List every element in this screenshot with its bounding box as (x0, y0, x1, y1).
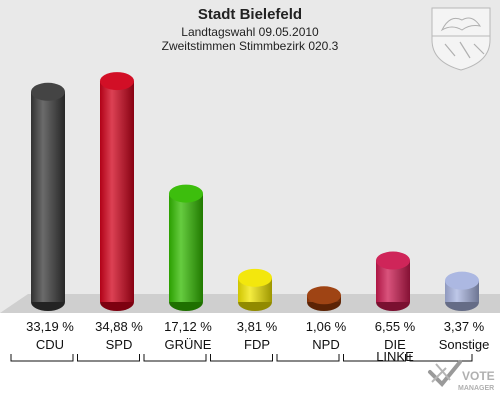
value-label-die-linke: 6,55 % (375, 319, 416, 334)
vote-manager-logo: VOTE MANAGER (428, 360, 495, 392)
manager-logo-text: MANAGER (458, 385, 494, 392)
category-label-fdp: FDP (244, 337, 270, 352)
bar-cap (376, 251, 410, 270)
nrw-coat-of-arms-icon (431, 7, 491, 71)
bar-cap (31, 82, 65, 101)
bar-die-linke (376, 251, 410, 311)
category-label-npd: NPD (312, 337, 339, 352)
category-label-cdu: CDU (36, 337, 64, 352)
bar-cap (169, 184, 203, 203)
category-bracket-npd (276, 354, 340, 362)
bar-body (100, 81, 134, 303)
bar-cap (238, 268, 272, 287)
category-bracket-fdp (210, 354, 273, 362)
bar-spd (100, 72, 134, 311)
bar-fdp (238, 268, 272, 311)
bar-cap (100, 72, 134, 91)
chart-title: Stadt Bielefeld (198, 6, 302, 23)
vote-logo-text: VOTE (462, 369, 495, 383)
category-bracket-cdu (10, 354, 74, 362)
chart-subtitle-date: Landtagswahl 09.05.2010 (181, 25, 319, 39)
bar-body (31, 91, 65, 303)
category-bracket-spd (77, 354, 140, 362)
bar-cap (307, 286, 341, 305)
category-label-sonstige: Sonstige (439, 337, 490, 352)
value-label-npd: 1,06 % (306, 319, 347, 334)
bar-sonstige (445, 271, 479, 311)
labels-layer: 33,19 % CDU 34,88 % SPD 17,12 % GRÜNE 3,81 % FD… (10, 319, 490, 364)
bar-cdu (31, 82, 65, 311)
category-label-die-linke: DIE LINKE (376, 337, 414, 364)
category-bracket-die-linke (343, 354, 406, 362)
bar-gr-ne (169, 184, 203, 311)
bar-body (169, 193, 203, 302)
value-label-cdu: 33,19 % (26, 319, 74, 334)
bar-npd (307, 286, 341, 311)
category-label-spd: SPD (106, 337, 133, 352)
label-area (0, 313, 500, 400)
value-label-gr-ne: 17,12 % (164, 319, 212, 334)
value-label-spd: 34,88 % (95, 319, 143, 334)
category-bracket-sonstige (409, 354, 473, 362)
category-label-gr-ne: GRÜNE (165, 337, 212, 352)
value-label-fdp: 3,81 % (237, 319, 278, 334)
bars-layer (31, 72, 479, 311)
chart-subtitle-district: Zweitstimmen Stimmbezirk 020.3 (162, 39, 339, 53)
bar-cap (445, 271, 479, 290)
value-label-sonstige: 3,37 % (444, 319, 485, 334)
category-bracket-gr-ne (143, 354, 207, 362)
